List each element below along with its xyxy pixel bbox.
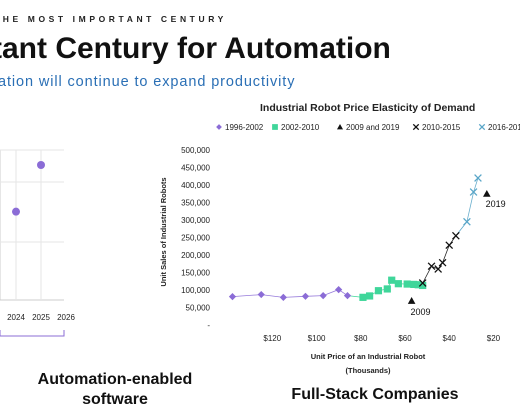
data-point-series-3 <box>434 265 443 273</box>
data-point-series-0 <box>319 292 327 300</box>
left-data-point <box>12 207 20 216</box>
data-point-series-1 <box>359 293 367 301</box>
x-tick-label: $60 <box>398 334 412 343</box>
data-point-series-3-stroke <box>434 265 443 273</box>
data-point-series-3 <box>438 258 447 267</box>
y-tick-label: 300,000 <box>181 216 210 225</box>
data-point-series-4 <box>474 174 482 182</box>
data-point-series-4 <box>463 217 471 226</box>
data-point-series-3-stroke <box>438 258 447 267</box>
legend-label: 2009 and 2019 <box>346 123 400 132</box>
data-point-series-4-stroke <box>474 174 482 182</box>
data-point-series-1 <box>419 281 427 290</box>
data-point-series-2 <box>407 297 416 304</box>
data-point-series-0 <box>228 293 237 301</box>
page-title: tant Century for Automation <box>0 32 391 65</box>
data-point-series-3-stroke <box>452 231 460 240</box>
y-tick-label: 450,000 <box>181 164 210 173</box>
y-tick-label: 250,000 <box>181 234 210 243</box>
series-line-4 <box>466 177 479 222</box>
data-point-series-1 <box>414 281 422 289</box>
y-tick-label: 100,000 <box>181 286 210 295</box>
data-point-series-4 <box>469 188 478 196</box>
data-point-series-0 <box>257 290 265 299</box>
kicker: THE MOST IMPORTANT CENTURY <box>0 14 227 24</box>
data-point-series-1 <box>383 285 391 293</box>
annotation-label: 2019 <box>486 199 506 209</box>
y-tick-label: - <box>207 321 210 330</box>
data-point-series-3-stroke <box>418 279 427 287</box>
data-point-series-1 <box>403 280 411 288</box>
y-tick-label: 500,000 <box>181 146 210 155</box>
y-axis-title: Unit Sales of Industrial Robots <box>159 177 168 286</box>
x-tick-label: $40 <box>443 334 457 343</box>
annotation-label: 2009 <box>410 307 430 317</box>
x-axis-title: Unit Price of an Industrial Robot <box>311 352 426 361</box>
left-bracket <box>0 330 65 337</box>
x-tick-label: $120 <box>263 334 281 343</box>
data-point-series-1 <box>394 280 402 288</box>
left-x-tick-label: 2025 <box>32 313 50 322</box>
caption-full-stack: Full-Stack Companies <box>291 386 459 403</box>
data-point-series-4-stroke <box>463 217 471 226</box>
data-point-series-3 <box>427 262 436 271</box>
data-point-series-1 <box>374 287 383 295</box>
y-tick-label: 400,000 <box>181 181 210 190</box>
legend-marker <box>272 124 278 130</box>
data-point-series-1 <box>366 292 374 300</box>
legend-marker <box>336 123 344 130</box>
data-point-series-1 <box>388 276 396 284</box>
y-tick-label: 200,000 <box>181 251 210 260</box>
legend-label: 2010-2015 <box>422 123 461 132</box>
legend-label: 2002-2010 <box>281 123 320 132</box>
data-point-series-0 <box>335 286 343 294</box>
data-point-series-2 <box>483 189 491 197</box>
x-axis-title-unit: (Thousands) <box>346 366 391 375</box>
data-point-series-3 <box>445 241 454 250</box>
series-line-0 <box>232 289 348 298</box>
data-point-series-0 <box>343 292 352 300</box>
data-point-series-3-stroke <box>445 241 454 250</box>
legend-marker <box>412 123 420 131</box>
data-point-series-3 <box>452 231 460 240</box>
x-tick-label: $20 <box>487 334 501 343</box>
left-x-tick-label: 2024 <box>7 313 25 322</box>
left-data-point <box>37 161 45 169</box>
legend-marker <box>216 124 222 130</box>
legend-marker <box>478 123 486 131</box>
page-subtitle: ation will continue to expand productivi… <box>0 74 296 90</box>
left-x-tick-label: 2026 <box>57 313 75 322</box>
x-tick-label: $100 <box>308 334 326 343</box>
data-point-series-3 <box>418 279 427 287</box>
y-tick-label: 350,000 <box>181 199 210 208</box>
x-tick-label: $80 <box>354 334 368 343</box>
data-point-series-3-stroke <box>427 262 436 271</box>
legend-marker-stroke <box>412 123 420 131</box>
data-point-series-4-stroke <box>469 188 478 196</box>
chart-title: Industrial Robot Price Elasticity of Dem… <box>260 102 476 114</box>
data-point-series-1 <box>410 280 418 288</box>
data-point-series-0 <box>279 293 287 301</box>
legend-label: 2016-2018 <box>488 123 520 132</box>
y-tick-label: 50,000 <box>186 304 211 313</box>
y-tick-label: 150,000 <box>181 269 210 278</box>
legend-label: 1996-2002 <box>225 123 264 132</box>
legend-marker-stroke <box>478 123 486 131</box>
data-point-series-0 <box>301 292 310 300</box>
caption-automation-software: Automation-enabled software <box>37 371 193 408</box>
